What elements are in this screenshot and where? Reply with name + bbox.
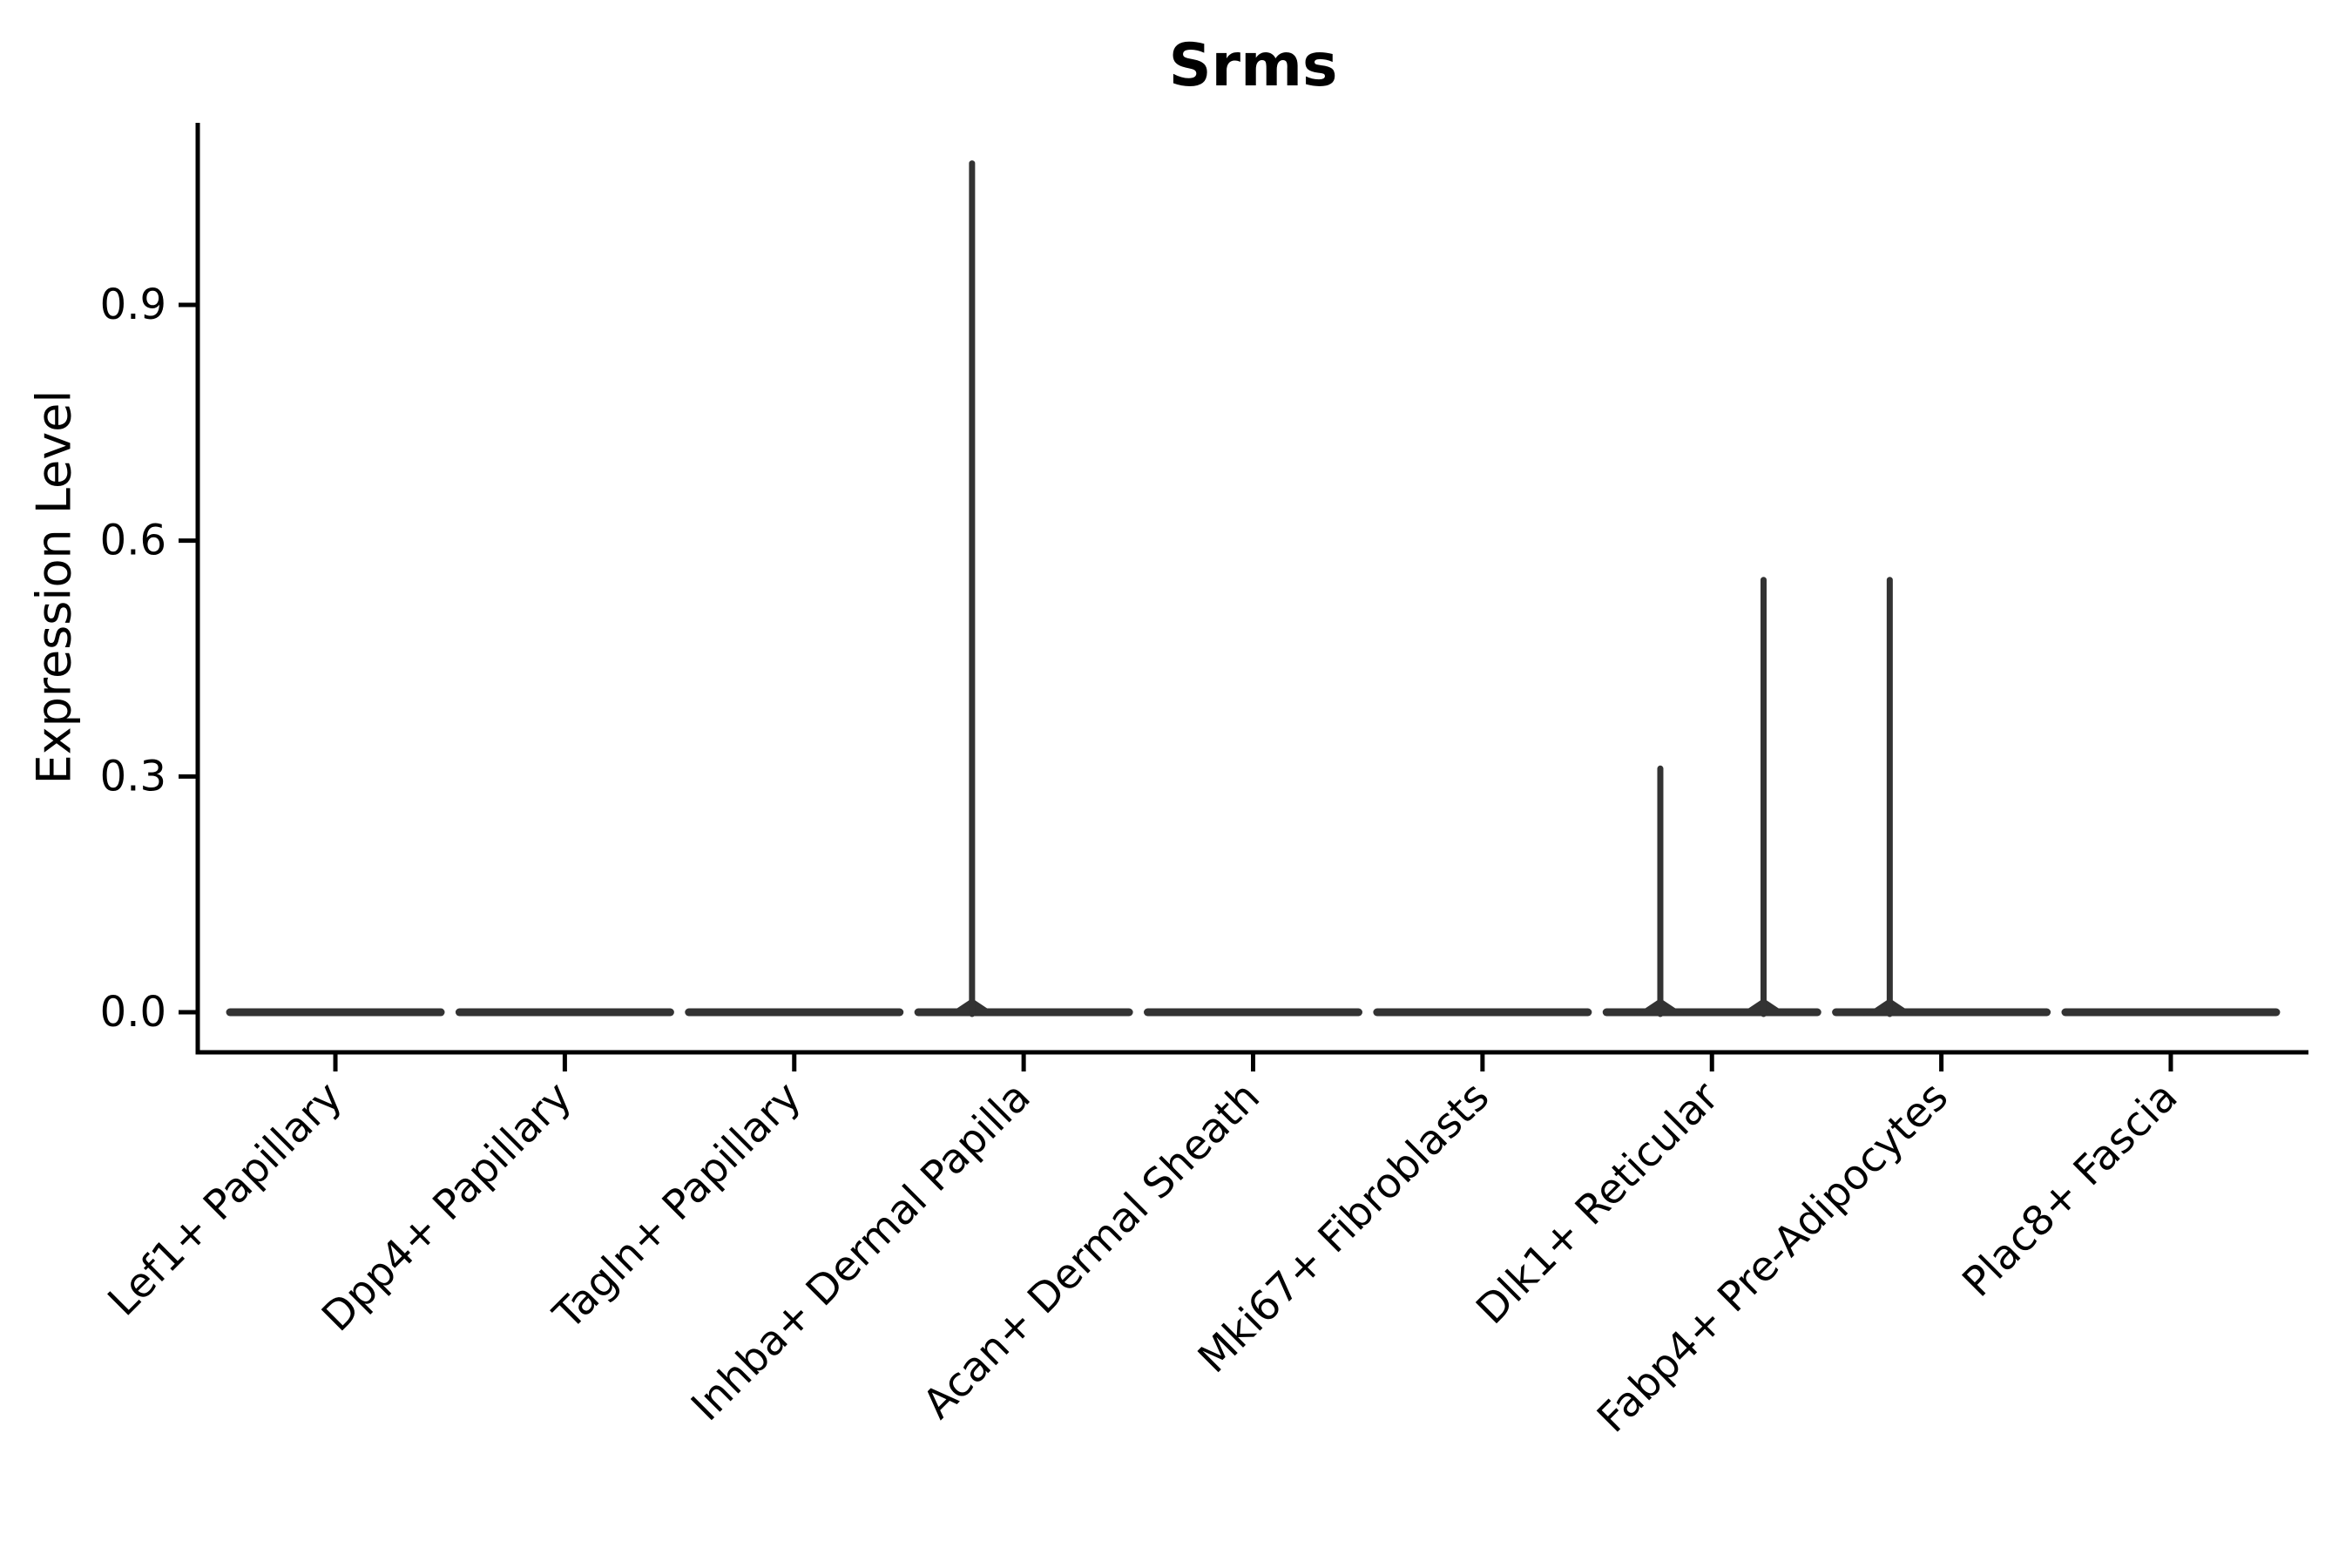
- y-tick-label: 0.6: [100, 517, 166, 565]
- y-tick-label: 0.3: [100, 752, 166, 801]
- plot-title: Srms: [1168, 31, 1338, 100]
- x-tick-label: Dpp4+ Papillary: [313, 1073, 581, 1342]
- x-tick-label: Dlk1+ Reticular: [1467, 1072, 1728, 1334]
- x-tick-label: Tagln+ Papillary: [544, 1073, 810, 1340]
- y-tick-label: 0.0: [100, 988, 166, 1037]
- x-tick-label: Plac8+ Fascia: [1953, 1073, 2186, 1307]
- y-tick-label: 0.9: [100, 280, 166, 329]
- x-tick-label: Lef1+ Papillary: [99, 1073, 352, 1326]
